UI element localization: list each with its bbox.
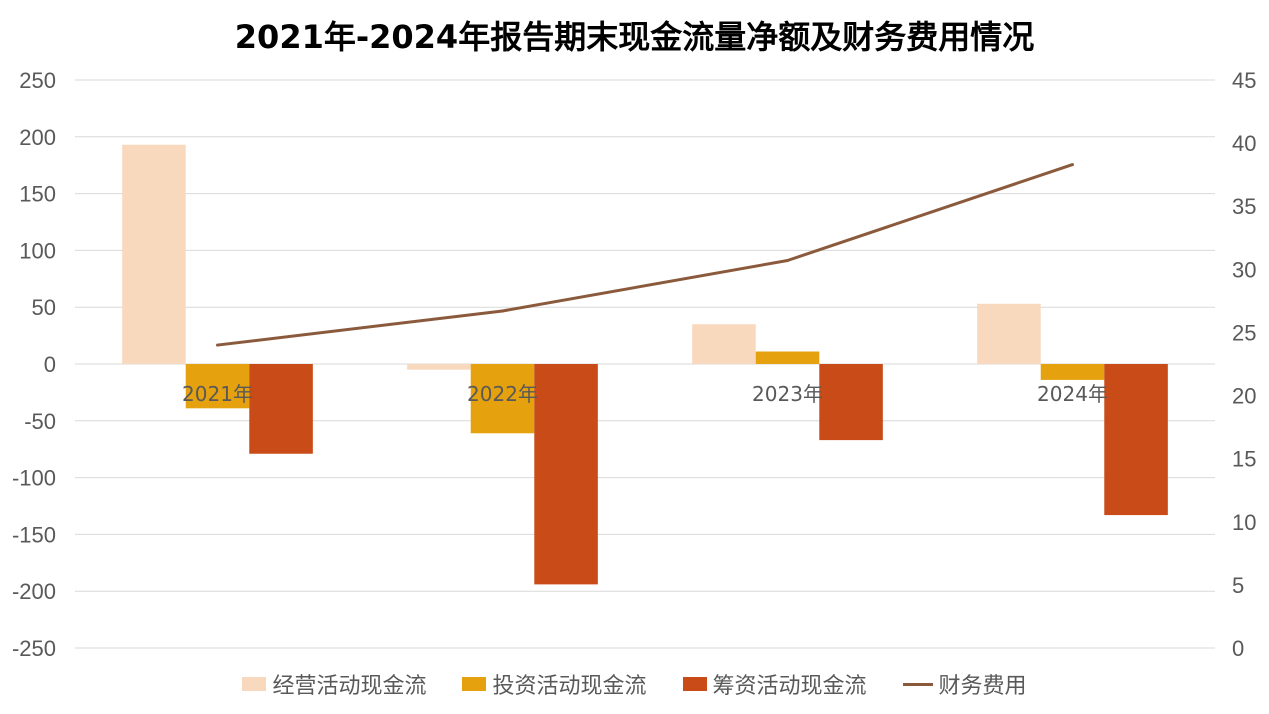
category-label: 2021年 xyxy=(182,382,253,406)
legend-item-investing: 投资活动现金流 xyxy=(462,668,647,700)
bar-financing xyxy=(819,364,883,441)
legend-label-investing: 投资活动现金流 xyxy=(492,674,647,699)
legend-item-operating: 经营活动现金流 xyxy=(242,668,426,700)
finance-cost-point xyxy=(501,309,504,313)
legend-label-financing: 筹资活动现金流 xyxy=(712,674,867,699)
finance-cost-line xyxy=(217,163,1073,347)
right-tick-label: 20 xyxy=(1232,384,1256,409)
left-tick-label: 50 xyxy=(32,295,56,320)
bar-investing xyxy=(755,351,820,364)
left-tick-label: -200 xyxy=(12,579,56,604)
bar-investing xyxy=(1040,364,1105,380)
right-tick-label: 0 xyxy=(1232,636,1244,661)
bar-investing xyxy=(185,364,250,409)
bar-financing xyxy=(1104,364,1168,516)
legend-item-finance-cost: 财务费用 xyxy=(902,668,1027,700)
right-tick-label: 5 xyxy=(1232,573,1244,598)
left-tick-label: 0 xyxy=(44,352,56,377)
finance-cost-point xyxy=(786,258,789,262)
left-tick-label: 200 xyxy=(19,125,56,150)
right-tick-label: 15 xyxy=(1232,447,1256,472)
category-label: 2023年 xyxy=(752,382,823,406)
right-tick-label: 35 xyxy=(1232,194,1256,219)
bar-investing xyxy=(470,364,535,434)
right-tick-label: 45 xyxy=(1232,68,1256,93)
legend-swatch-finance-cost xyxy=(902,682,933,686)
right-tick-label: 40 xyxy=(1232,131,1256,156)
line-series xyxy=(216,163,1074,347)
legend-swatch-operating xyxy=(242,677,267,691)
gridlines xyxy=(75,79,1215,649)
category-label: 2024年 xyxy=(1037,382,1108,406)
bar-operating xyxy=(977,303,1041,364)
chart-title: 2021年-2024年报告期末现金流量净额及财务费用情况 xyxy=(234,18,1035,56)
right-axis-ticks: 45 40 35 30 25 20 15 10 5 0 xyxy=(1232,68,1256,661)
right-tick-label: 30 xyxy=(1232,257,1256,282)
category-labels: 2021年 2022年 2023年 2024年 xyxy=(182,382,1108,406)
bar-operating xyxy=(407,364,471,370)
legend-label-operating: 经营活动现金流 xyxy=(272,674,427,699)
left-tick-label: 100 xyxy=(19,238,56,263)
category-label: 2022年 xyxy=(467,382,538,406)
finance-cost-point xyxy=(216,343,219,347)
legend-label-finance-cost: 财务费用 xyxy=(938,674,1027,699)
bars xyxy=(122,144,1168,585)
left-tick-label: -50 xyxy=(24,409,56,434)
left-tick-label: -250 xyxy=(12,636,56,661)
left-axis-ticks: 250 200 150 100 50 0 -50 -100 -150 -200 -250 xyxy=(12,68,56,661)
right-tick-label: 25 xyxy=(1232,320,1256,345)
left-tick-label: -100 xyxy=(12,466,56,491)
legend: 经营活动现金流 投资活动现金流 筹资活动现金流 财务费用 xyxy=(0,668,1269,700)
left-tick-label: 250 xyxy=(19,68,56,93)
left-tick-label: -150 xyxy=(12,522,56,547)
bar-financing xyxy=(249,364,313,454)
legend-swatch-financing xyxy=(682,677,707,691)
bar-financing xyxy=(534,364,598,585)
finance-cost-point xyxy=(1071,163,1074,167)
left-tick-label: 150 xyxy=(19,182,56,207)
legend-item-financing: 筹资活动现金流 xyxy=(682,668,867,700)
bar-operating xyxy=(122,144,186,364)
legend-swatch-investing xyxy=(462,677,487,691)
bar-operating xyxy=(692,324,756,364)
right-tick-label: 10 xyxy=(1232,510,1256,535)
